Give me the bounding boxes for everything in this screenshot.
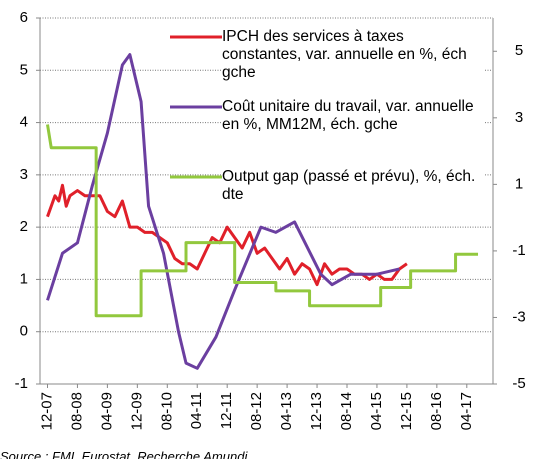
x-tick-label: 12-13 [308, 392, 325, 430]
x-tick-label: 08-12 [248, 392, 265, 430]
legend-label: Coût unitaire du travail, var. annuelle … [222, 98, 484, 134]
y-tick-label: 4 [20, 114, 28, 131]
x-tick-label: 04-15 [368, 392, 385, 430]
x-tick-label: 08-08 [68, 392, 85, 430]
x-tick-label: 08-14 [338, 392, 355, 430]
y-tick-label: 1 [20, 270, 28, 287]
y2-tick-label: 5 [515, 42, 523, 59]
y2-tick-label: 3 [515, 109, 523, 126]
y-tick-label: 2 [20, 218, 28, 235]
x-tick-label: 04-13 [278, 392, 295, 430]
y-tick-label: -1 [15, 375, 28, 392]
y2-tick-label: -3 [512, 308, 525, 325]
y-tick-label: 6 [20, 9, 28, 26]
y2-tick-label: -1 [512, 242, 525, 259]
legend-label: Output gap (passé et prévu), %, éch. dte [222, 168, 484, 204]
x-tick-label: 12-09 [128, 392, 145, 430]
x-tick-label: 12-07 [38, 392, 55, 430]
legend-label: IPCH des services à taxes constantes, va… [222, 28, 484, 82]
y-tick-label: 5 [20, 61, 28, 78]
x-tick-label: 08-10 [158, 392, 175, 430]
series-line [46, 53, 400, 370]
y2-tick-label: 1 [515, 175, 523, 192]
x-tick-label: 12-11 [218, 392, 235, 429]
y-tick-label: 0 [20, 323, 28, 340]
y2-tick-label: -5 [512, 375, 525, 392]
x-tick-label: 04-17 [458, 392, 475, 430]
x-tick-label: 04-09 [98, 392, 115, 430]
x-tick-label: 08-16 [428, 392, 445, 430]
x-tick-label: 12-15 [398, 392, 415, 430]
source: Source : FMI, Eurostat, Recherche Amundi [0, 449, 248, 459]
y-tick-label: 3 [20, 166, 28, 183]
series-line [46, 124, 479, 318]
x-tick-label: 04-11 [188, 392, 205, 429]
